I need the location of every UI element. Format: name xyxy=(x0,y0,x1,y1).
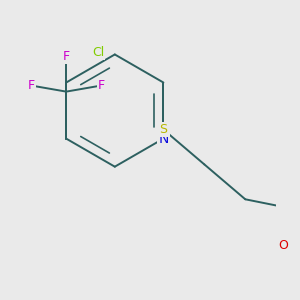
Text: F: F xyxy=(98,79,105,92)
Text: F: F xyxy=(28,79,35,92)
Text: O: O xyxy=(278,239,288,252)
Text: Cl: Cl xyxy=(92,46,104,59)
Text: F: F xyxy=(63,50,70,63)
Text: S: S xyxy=(159,123,167,136)
Text: N: N xyxy=(158,132,169,145)
